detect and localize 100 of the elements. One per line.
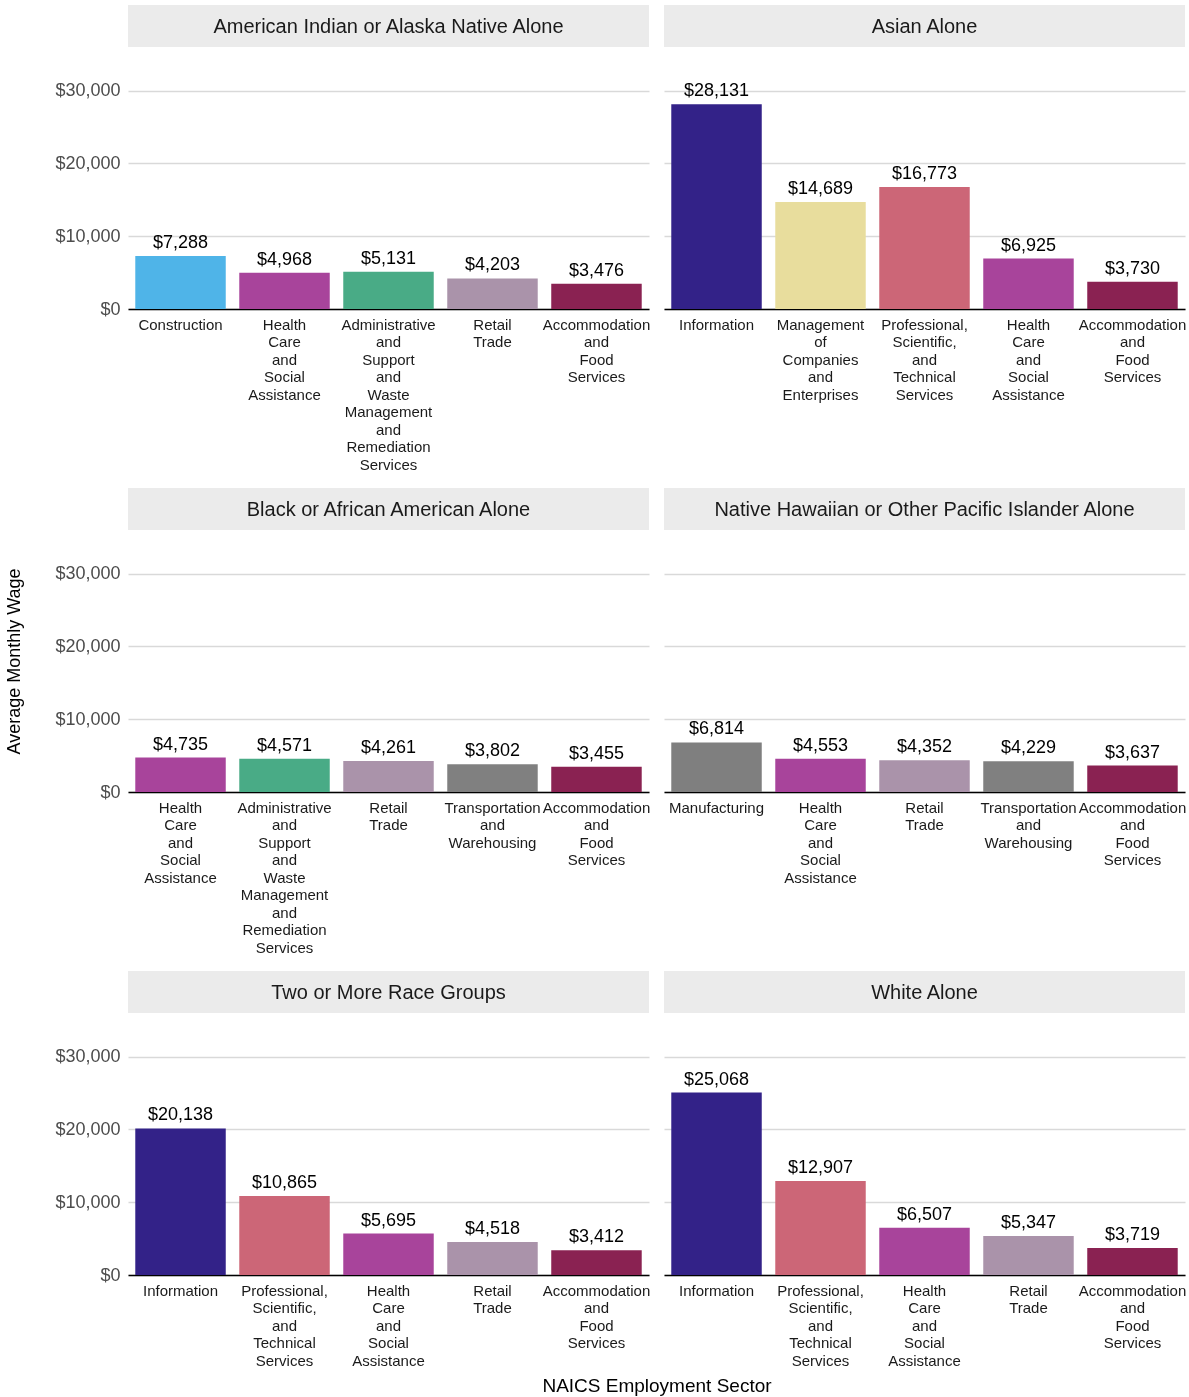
category-label: Administrative and Support and Waste Management and Remediation Services bbox=[341, 315, 436, 473]
x-tick-label: Retail Trade bbox=[473, 315, 512, 350]
y-axis-title: Average Monthly Wage bbox=[3, 568, 24, 755]
data-label: $3,719 bbox=[1104, 1223, 1161, 1244]
data-label: $20,138 bbox=[147, 1104, 214, 1125]
bar bbox=[239, 272, 330, 309]
x-tick-label: Health Care and Social Assistance bbox=[992, 315, 1065, 403]
x-tick-label: Construction bbox=[138, 315, 223, 333]
bar bbox=[1087, 765, 1178, 792]
x-tick-label: Professional, Scientific, and Technical Services bbox=[241, 1281, 328, 1369]
chart-title: Asian Alone bbox=[664, 5, 1185, 47]
x-axis-title: NAICS Employment Sector bbox=[541, 1375, 773, 1397]
data-label: $5,695 bbox=[360, 1209, 417, 1230]
data-label: $6,814 bbox=[688, 718, 745, 739]
y-tick-label: $0 bbox=[100, 298, 121, 319]
bar bbox=[671, 742, 762, 792]
bar bbox=[671, 1092, 762, 1275]
x-tick-label: Professional, Scientific, and Technical Services bbox=[777, 1281, 864, 1369]
bar bbox=[1087, 1247, 1178, 1275]
bar bbox=[135, 255, 226, 309]
data-label: $3,412 bbox=[568, 1226, 625, 1247]
bar bbox=[447, 1242, 538, 1275]
chart-title: White Alone bbox=[664, 971, 1185, 1013]
data-label: $4,203 bbox=[464, 254, 521, 275]
bar bbox=[447, 764, 538, 792]
data-label: $4,518 bbox=[464, 1218, 521, 1239]
data-label: $4,261 bbox=[360, 736, 417, 757]
bar bbox=[135, 1128, 226, 1275]
y-tick-label: $20,000 bbox=[55, 1118, 121, 1139]
data-label: $10,865 bbox=[251, 1171, 318, 1192]
data-label: $4,571 bbox=[256, 734, 313, 755]
data-label: $3,476 bbox=[568, 259, 625, 280]
x-tick-label: Accommodation and Food Services bbox=[1078, 315, 1187, 385]
bar bbox=[1087, 281, 1178, 309]
chart-title: Native Hawaiian or Other Pacific Islander Alone bbox=[664, 488, 1185, 530]
category-label: Administrative and Support and Waste Management and Remediation Services bbox=[237, 798, 332, 956]
y-tick-label: $10,000 bbox=[55, 1191, 121, 1212]
data-label: $12,907 bbox=[787, 1157, 854, 1178]
data-label: $5,131 bbox=[360, 247, 417, 268]
bar bbox=[343, 760, 434, 792]
bar bbox=[551, 1250, 642, 1275]
data-label: $4,229 bbox=[1000, 737, 1057, 758]
x-tick-label: Retail Trade bbox=[905, 798, 944, 833]
data-label: $7,288 bbox=[152, 231, 209, 252]
data-label: $3,455 bbox=[568, 742, 625, 763]
bar bbox=[775, 758, 866, 792]
x-tick-label: Health Care and Social Assistance bbox=[888, 1281, 961, 1369]
x-tick-label: Health Care and Social Assistance bbox=[248, 315, 321, 403]
x-tick-label: Retail Trade bbox=[1009, 1281, 1048, 1316]
data-label: $4,553 bbox=[792, 734, 849, 755]
bar bbox=[447, 278, 538, 309]
data-label: $3,637 bbox=[1104, 741, 1161, 762]
bar bbox=[775, 1181, 866, 1275]
x-tick-label: Management of Companies and Enterprises bbox=[776, 315, 866, 403]
y-tick-label: $30,000 bbox=[55, 80, 121, 101]
data-label: $4,968 bbox=[256, 248, 313, 269]
bar bbox=[879, 1227, 970, 1275]
x-tick-label: Manufacturing bbox=[668, 798, 765, 816]
data-label: $4,352 bbox=[896, 736, 953, 757]
data-label: $5,347 bbox=[1000, 1212, 1057, 1233]
x-tick-label: Health Care and Social Assistance bbox=[144, 798, 217, 886]
y-tick-label: $0 bbox=[100, 1264, 121, 1285]
data-label: $6,925 bbox=[1000, 234, 1057, 255]
bar bbox=[983, 761, 1074, 792]
x-tick-label: Transportation and Warehousing bbox=[980, 798, 1077, 851]
chart-title: Black or African American Alone bbox=[128, 488, 649, 530]
bar bbox=[775, 202, 866, 309]
data-label: $4,735 bbox=[152, 733, 209, 754]
x-tick-label: Information bbox=[678, 315, 755, 333]
bar bbox=[343, 271, 434, 309]
bar bbox=[135, 757, 226, 792]
x-tick-label: Retail Trade bbox=[369, 798, 408, 833]
x-tick-label: Accommodation and Food Services bbox=[1078, 1281, 1187, 1351]
data-label: $3,730 bbox=[1104, 257, 1161, 278]
bar bbox=[983, 1236, 1074, 1275]
chart-title: Two or More Race Groups bbox=[128, 971, 649, 1013]
x-tick-label: Information bbox=[142, 1281, 219, 1299]
y-tick-label: $10,000 bbox=[55, 708, 121, 729]
bar bbox=[239, 758, 330, 792]
x-tick-label: Accommodation and Food Services bbox=[542, 798, 651, 868]
y-tick-label: $30,000 bbox=[55, 563, 121, 584]
x-tick-label: Information bbox=[678, 1281, 755, 1299]
chart-title: American Indian or Alaska Native Alone bbox=[128, 5, 649, 47]
data-label: $6,507 bbox=[896, 1203, 953, 1224]
y-tick-label: $30,000 bbox=[55, 1046, 121, 1067]
data-label: $25,068 bbox=[683, 1068, 750, 1089]
y-tick-label: $20,000 bbox=[55, 635, 121, 656]
x-tick-label: Retail Trade bbox=[473, 1281, 512, 1316]
y-tick-label: $0 bbox=[100, 781, 121, 802]
data-label: $16,773 bbox=[891, 162, 958, 183]
y-tick-label: $10,000 bbox=[55, 225, 121, 246]
x-tick-label: Health Care and Social Assistance bbox=[784, 798, 857, 886]
data-label: $28,131 bbox=[683, 80, 750, 101]
x-tick-label: Professional, Scientific, and Technical Services bbox=[881, 315, 968, 403]
bar bbox=[551, 766, 642, 792]
x-tick-label: Accommodation and Food Services bbox=[542, 1281, 651, 1351]
y-tick-label: $20,000 bbox=[55, 152, 121, 173]
data-label: $14,689 bbox=[787, 178, 854, 199]
x-tick-label: Accommodation and Food Services bbox=[542, 315, 651, 385]
x-tick-label: Transportation and Warehousing bbox=[444, 798, 541, 851]
